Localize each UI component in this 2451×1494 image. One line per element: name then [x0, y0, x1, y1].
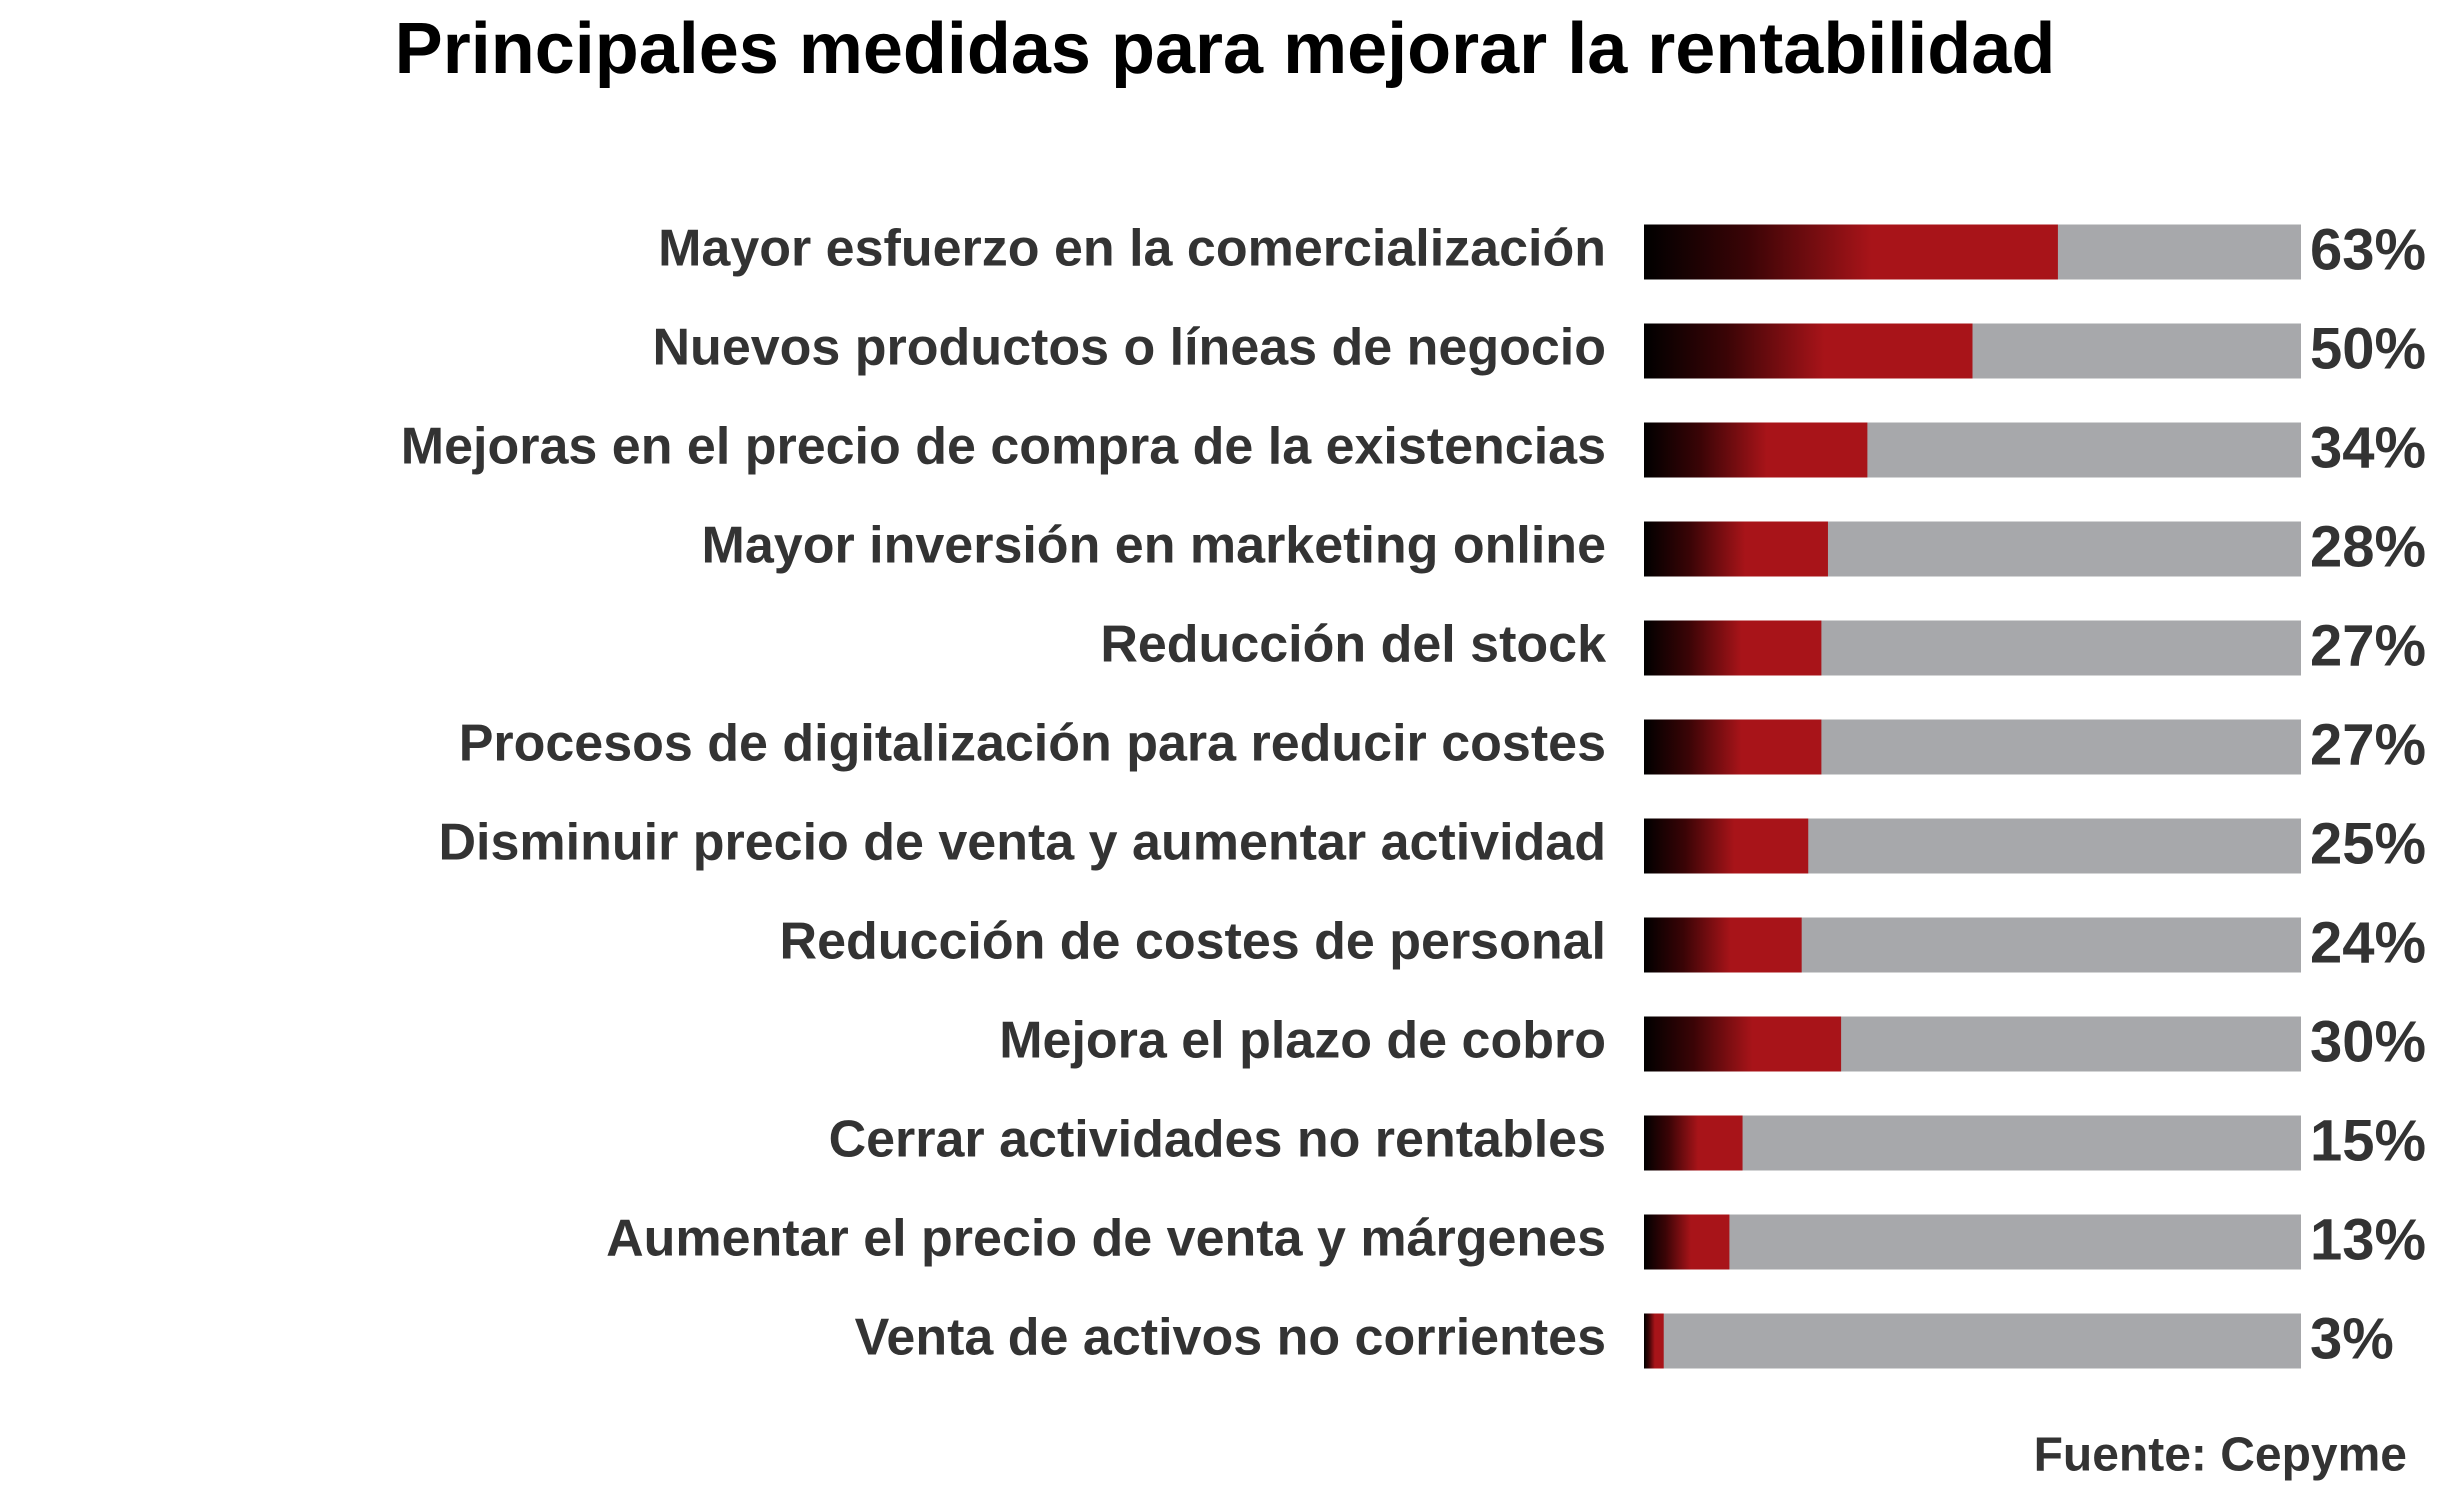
bar-track — [1644, 1115, 2301, 1171]
value-label: 30% — [2310, 1009, 2426, 1074]
bar — [1644, 620, 1822, 676]
value-label: 27% — [2310, 712, 2426, 777]
value-label: 63% — [2310, 217, 2426, 282]
category-label: Nuevos productos o líneas de negocio — [653, 319, 1607, 377]
bar — [1644, 818, 1809, 874]
category-label: Procesos de digitalización para reducir … — [459, 715, 1606, 773]
category-label: Aumentar el precio de venta y márgenes — [606, 1210, 1606, 1268]
category-label: Reducción de costes de personal — [780, 913, 1606, 971]
value-label: 24% — [2310, 910, 2426, 975]
category-label: Mejora el plazo de cobro — [999, 1012, 1606, 1070]
bar-track — [1644, 1313, 2301, 1369]
bar — [1644, 1115, 1743, 1171]
value-label: 27% — [2310, 613, 2426, 678]
value-label: 13% — [2310, 1207, 2426, 1272]
value-label: 25% — [2310, 811, 2426, 876]
category-label: Venta de activos no corrientes — [855, 1309, 1606, 1367]
bar — [1644, 1016, 1842, 1072]
category-label: Disminuir precio de venta y aumentar act… — [439, 814, 1607, 872]
value-label: 28% — [2310, 514, 2426, 579]
category-label: Mayor esfuerzo en la comercialización — [658, 220, 1606, 278]
category-label: Reducción del stock — [1100, 616, 1606, 674]
bar — [1644, 719, 1822, 775]
bar — [1644, 1313, 1664, 1369]
value-label: 34% — [2310, 415, 2426, 480]
source: Fuente: Cepyme — [2034, 1429, 2407, 1482]
value-label: 50% — [2310, 316, 2426, 381]
bar — [1644, 917, 1802, 973]
value-label: 3% — [2310, 1306, 2394, 1371]
bar — [1644, 422, 1868, 478]
bar — [1644, 323, 1973, 379]
chart-title: Principales medidas para mejorar la rent… — [395, 9, 2056, 89]
bar — [1644, 1214, 1730, 1270]
category-label: Mejoras en el precio de compra de la exi… — [401, 418, 1606, 476]
bar — [1644, 224, 2058, 280]
category-label: Cerrar actividades no rentables — [829, 1111, 1606, 1169]
bar-track — [1644, 1214, 2301, 1270]
category-label: Mayor inversión en marketing online — [702, 517, 1606, 575]
bar — [1644, 521, 1828, 577]
value-label: 15% — [2310, 1108, 2426, 1173]
